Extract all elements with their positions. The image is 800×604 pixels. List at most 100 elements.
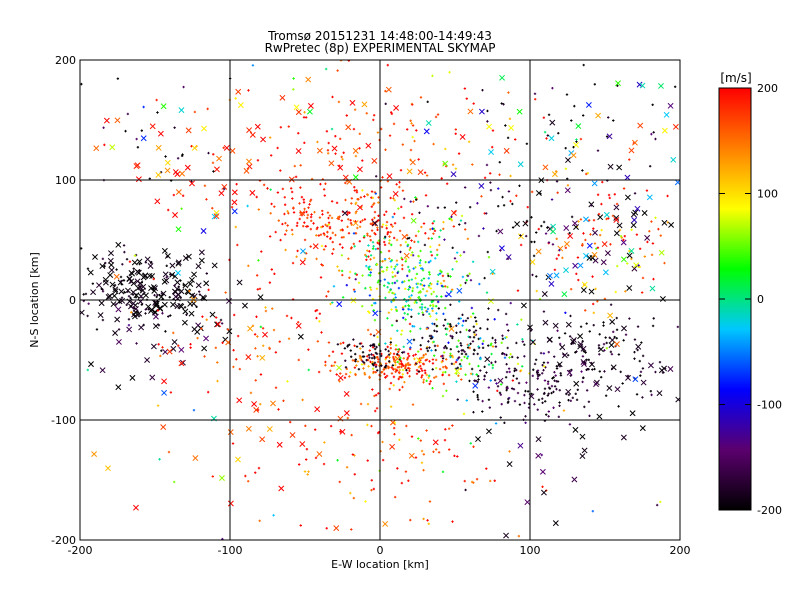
- data-point-plus: [456, 455, 459, 458]
- data-point-cross: [109, 144, 116, 151]
- data-point-plus: [419, 344, 422, 347]
- data-point-cross: [187, 281, 194, 288]
- data-point-plus: [407, 304, 410, 307]
- data-point-plus: [507, 329, 510, 332]
- data-point-plus: [521, 340, 525, 343]
- data-point-cross: [150, 343, 157, 350]
- data-point-plus: [291, 261, 295, 265]
- data-point-plus: [398, 368, 402, 372]
- data-point-plus: [464, 319, 468, 323]
- data-point-plus: [369, 288, 373, 291]
- data-point-cross: [314, 406, 321, 413]
- data-point-plus: [307, 470, 310, 473]
- data-point-plus: [408, 363, 412, 366]
- data-point-plus: [512, 388, 516, 391]
- data-point-cross: [488, 149, 495, 156]
- data-point-plus: [599, 376, 603, 379]
- data-point-plus: [584, 309, 587, 312]
- data-point-plus: [365, 258, 368, 261]
- data-point-plus: [419, 96, 423, 99]
- data-point-cross: [209, 311, 216, 318]
- data-point-plus: [299, 164, 302, 167]
- data-point-plus: [654, 216, 657, 220]
- data-point-plus: [395, 263, 399, 266]
- data-point-plus: [376, 281, 380, 284]
- data-point-plus: [417, 240, 420, 244]
- data-point-plus: [472, 336, 476, 339]
- data-point-cross: [90, 289, 97, 296]
- data-point-plus: [555, 180, 559, 183]
- data-point-cross: [613, 217, 620, 223]
- data-point-plus: [115, 268, 118, 271]
- data-point-plus: [364, 253, 367, 257]
- data-point-plus: [264, 309, 268, 313]
- data-point-plus: [615, 316, 618, 320]
- data-point-plus: [364, 287, 367, 290]
- data-point-plus: [411, 286, 415, 290]
- data-point-cross: [130, 289, 137, 296]
- data-point-plus: [397, 350, 400, 353]
- data-point-plus: [569, 399, 572, 403]
- data-point-plus: [315, 257, 318, 261]
- data-point-plus: [444, 318, 447, 322]
- data-point-plus: [402, 364, 405, 367]
- data-point-plus: [306, 216, 309, 220]
- data-point-plus: [369, 268, 373, 271]
- data-point-plus: [333, 361, 337, 364]
- data-point-plus: [435, 324, 438, 328]
- data-point-plus: [533, 92, 537, 95]
- data-point-plus: [195, 305, 198, 309]
- data-point-plus: [370, 479, 373, 482]
- data-point-plus: [362, 367, 365, 370]
- data-point-plus: [344, 181, 347, 185]
- data-point-plus: [422, 453, 426, 456]
- data-point-plus: [402, 345, 405, 349]
- data-point-plus: [405, 369, 408, 372]
- data-point-plus: [449, 325, 453, 328]
- data-point-plus: [652, 317, 655, 320]
- data-point-plus: [329, 424, 333, 428]
- data-point-plus: [432, 232, 435, 235]
- data-point-plus: [452, 362, 456, 366]
- data-point-plus: [489, 479, 492, 483]
- data-point-cross: [586, 242, 593, 249]
- data-point-plus: [305, 447, 309, 451]
- data-point-plus: [129, 305, 133, 308]
- data-point-plus: [410, 294, 413, 297]
- data-point-plus: [374, 351, 378, 355]
- data-point-plus: [472, 411, 475, 414]
- data-point-cross: [640, 379, 647, 386]
- data-point-plus: [513, 367, 517, 370]
- data-point-plus: [308, 203, 311, 206]
- data-point-plus: [479, 327, 482, 330]
- data-point-plus: [542, 392, 546, 396]
- data-point-plus: [494, 360, 497, 364]
- data-point-cross: [626, 252, 633, 259]
- data-point-plus: [122, 279, 126, 282]
- data-point-plus: [104, 261, 107, 265]
- data-point-plus: [441, 394, 445, 398]
- data-point-plus: [465, 399, 468, 402]
- data-point-plus: [564, 146, 567, 150]
- data-point-plus: [318, 216, 322, 219]
- data-point-plus: [546, 226, 549, 229]
- data-point-plus: [341, 228, 344, 231]
- data-point-plus: [329, 369, 332, 372]
- data-point-cross: [571, 220, 578, 227]
- data-point-plus: [353, 108, 357, 111]
- data-point-plus: [559, 372, 562, 375]
- data-point-plus: [553, 355, 556, 358]
- data-point-plus: [423, 284, 426, 287]
- data-point-plus: [504, 376, 508, 379]
- data-point-plus: [533, 362, 537, 366]
- data-point-cross: [219, 475, 225, 481]
- data-point-cross: [149, 123, 156, 130]
- data-point-plus: [588, 414, 591, 418]
- data-point-plus: [398, 438, 401, 442]
- data-point-cross: [548, 135, 555, 142]
- data-point-plus: [350, 202, 353, 205]
- data-point-cross: [585, 102, 592, 108]
- data-point-plus: [325, 224, 329, 228]
- data-point-plus: [407, 288, 410, 291]
- data-point-plus: [409, 518, 412, 522]
